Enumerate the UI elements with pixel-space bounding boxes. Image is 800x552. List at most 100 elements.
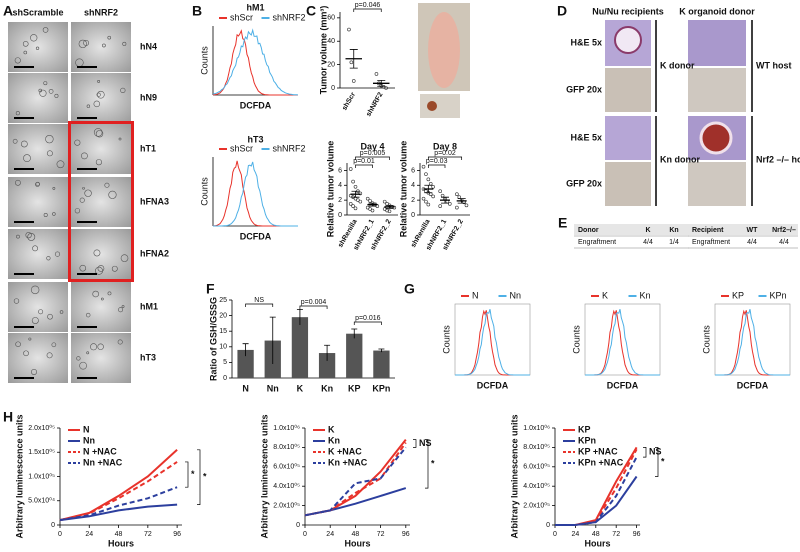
error-bar bbox=[349, 49, 358, 69]
cell bbox=[43, 81, 48, 86]
y-tick-label: 0 bbox=[51, 522, 55, 529]
x-tick-label: KPn bbox=[372, 383, 390, 393]
bracket bbox=[427, 156, 463, 160]
data-point bbox=[426, 177, 431, 182]
error-bar bbox=[324, 344, 331, 361]
cell bbox=[84, 189, 92, 197]
column-header: shScramble bbox=[12, 7, 63, 17]
axis-title: Relative tumor volume bbox=[398, 141, 408, 238]
plot-frame bbox=[454, 303, 531, 376]
x-tick-label: 24 bbox=[572, 531, 580, 538]
legend-label: Kn +NAC bbox=[328, 457, 368, 467]
cell bbox=[38, 88, 43, 93]
cell bbox=[95, 159, 102, 166]
y-tick-label: 2 bbox=[411, 197, 415, 204]
cell bbox=[82, 186, 85, 190]
x-tick-label: 72 bbox=[612, 531, 620, 538]
bracket bbox=[643, 447, 647, 458]
axis-title: Counts bbox=[199, 177, 209, 206]
host-label: WT host bbox=[756, 60, 792, 70]
table-header: Nrf2–/– bbox=[772, 227, 796, 234]
cell bbox=[31, 317, 39, 324]
data-point bbox=[365, 196, 370, 201]
y-tick-label: 2.0x10⁰⁵ bbox=[28, 424, 55, 432]
x-tick-label: K bbox=[297, 383, 304, 393]
axis-title: Arbitrary luminescence units bbox=[259, 414, 269, 538]
x-tick-label: 96 bbox=[633, 531, 641, 538]
series-line bbox=[555, 475, 638, 526]
cell bbox=[51, 342, 57, 348]
y-tick-label: 20 bbox=[327, 61, 335, 68]
error-bar bbox=[424, 184, 433, 194]
annotation: * bbox=[191, 469, 195, 479]
axis-title: Ratio of GSH/GSSG bbox=[208, 297, 218, 381]
cell bbox=[23, 50, 28, 55]
histology-image bbox=[605, 162, 651, 206]
error-bar bbox=[378, 348, 385, 353]
axis-title: Arbitrary luminescence units bbox=[509, 414, 519, 538]
cell bbox=[31, 368, 38, 375]
y-tick-label: 4.0x10⁰⁵ bbox=[273, 482, 300, 490]
legend-label: Nn +NAC bbox=[83, 457, 123, 467]
cell bbox=[90, 343, 98, 351]
cell bbox=[15, 111, 20, 116]
annotation: * bbox=[203, 472, 207, 482]
cell bbox=[100, 297, 104, 301]
bracket bbox=[185, 461, 189, 488]
bracket bbox=[299, 305, 328, 309]
annotation: p=0.01 bbox=[353, 158, 375, 165]
legend-label: K +NAC bbox=[328, 446, 362, 456]
annotation: NS bbox=[649, 447, 662, 457]
cell bbox=[28, 337, 32, 341]
annotation: p=0.03 bbox=[426, 158, 448, 165]
row-label: H&E 5x bbox=[570, 132, 602, 142]
annotation: * bbox=[661, 456, 665, 466]
bracket bbox=[245, 303, 274, 307]
data-point bbox=[384, 86, 388, 90]
legend-label: KP +NAC bbox=[578, 446, 618, 456]
cell bbox=[97, 343, 104, 350]
x-tick-label: 48 bbox=[592, 531, 600, 538]
y-tick-label: 0 bbox=[331, 85, 335, 92]
data-point bbox=[353, 184, 358, 189]
error-bar bbox=[296, 308, 303, 325]
y-tick-label: 40 bbox=[327, 38, 335, 45]
cell bbox=[42, 27, 49, 33]
table-header-bg bbox=[688, 224, 798, 235]
y-tick-label: 4 bbox=[411, 182, 415, 189]
axis-title: DCFDA bbox=[737, 380, 769, 390]
y-tick-label: 1.5x10⁰⁵ bbox=[28, 448, 55, 456]
plot-title: hT3 bbox=[247, 134, 263, 144]
cell bbox=[79, 361, 87, 370]
y-tick-label: 6 bbox=[411, 167, 415, 174]
panel-label: C bbox=[306, 3, 316, 19]
cell bbox=[107, 35, 112, 40]
cell bbox=[79, 197, 85, 203]
data-point bbox=[351, 204, 355, 208]
data-point bbox=[431, 184, 435, 189]
cell bbox=[95, 266, 103, 275]
table-header: K bbox=[645, 227, 650, 234]
group-header: Nu/Nu recipients bbox=[592, 6, 664, 16]
cell bbox=[16, 234, 20, 239]
cell bbox=[122, 41, 127, 46]
histogram-curve bbox=[212, 29, 298, 96]
bracket bbox=[427, 164, 446, 168]
y-tick-label: 1.0x10⁰⁵ bbox=[28, 472, 55, 480]
legend-label: N bbox=[472, 290, 479, 300]
histology-image bbox=[605, 68, 651, 112]
cell bbox=[45, 134, 54, 144]
cell bbox=[95, 130, 104, 138]
y-tick-label: 8.0x10⁰⁵ bbox=[273, 443, 300, 451]
axis-title: Counts bbox=[199, 46, 209, 75]
bracket bbox=[353, 8, 382, 12]
mouse bbox=[428, 12, 460, 88]
y-tick-label: 0 bbox=[411, 212, 415, 219]
legend-label: shScr bbox=[230, 143, 253, 153]
y-tick-label: 20 bbox=[219, 312, 227, 319]
x-tick-label: 0 bbox=[303, 531, 307, 538]
bar bbox=[346, 333, 363, 378]
y-tick-label: 60 bbox=[327, 15, 335, 22]
micrograph bbox=[8, 229, 68, 279]
cell bbox=[15, 341, 21, 347]
